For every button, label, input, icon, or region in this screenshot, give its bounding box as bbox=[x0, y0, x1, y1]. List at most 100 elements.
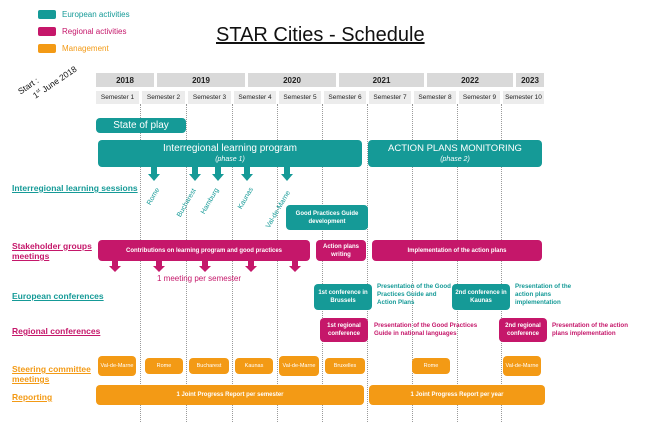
arrow-down-icon bbox=[241, 174, 253, 181]
steering-meeting: Val-de-Marne bbox=[279, 356, 319, 376]
legend-label-management: Management bbox=[62, 44, 109, 53]
year-2023: 2023 bbox=[516, 73, 544, 87]
steering-meeting: Val-de-Marne bbox=[503, 356, 541, 376]
arrow-down-icon bbox=[153, 266, 165, 272]
arrow-down-icon bbox=[289, 266, 301, 272]
divider bbox=[501, 104, 502, 422]
monitoring-phase: (phase 2) bbox=[440, 155, 470, 163]
state-of-play-bar: State of play bbox=[96, 118, 186, 133]
arrow-down-icon bbox=[215, 167, 221, 174]
learning-program-label: Interregional learning program bbox=[163, 142, 297, 154]
note-eu-2: Presentation of the action plans impleme… bbox=[515, 283, 572, 306]
steering-meeting-label: Bucharest bbox=[196, 363, 222, 369]
arrow-down-icon bbox=[112, 261, 118, 266]
year-2021: 2021 bbox=[339, 73, 424, 87]
semester-9: Semester 9 bbox=[459, 91, 500, 104]
arrow-down-icon bbox=[156, 261, 162, 266]
state-of-play-label: State of play bbox=[113, 120, 169, 131]
steering-meeting-label: Rome bbox=[423, 363, 439, 369]
monitoring-label: ACTION PLANS MONITORING bbox=[388, 142, 522, 154]
learning-program-phase: (phase 1) bbox=[215, 155, 245, 163]
arrow-down-icon bbox=[192, 167, 198, 174]
conference-kaunas-label: 2nd conference in Kaunas bbox=[455, 290, 507, 304]
gpg-development-bar: Good Practices Guide development bbox=[286, 205, 368, 230]
arrow-down-icon bbox=[281, 174, 293, 181]
report-per-year-bar: 1 Joint Progress Report per year bbox=[369, 385, 545, 405]
arrow-down-icon bbox=[212, 174, 224, 181]
semester-2: Semester 2 bbox=[142, 91, 185, 104]
row-label-stakeholder: Stakeholder groups meetings bbox=[12, 241, 92, 261]
divider bbox=[186, 104, 187, 422]
steering-meeting: Val-de-Marne bbox=[98, 356, 136, 376]
city-hamburg: Hamburg bbox=[200, 187, 221, 216]
steering-meeting: Rome bbox=[145, 358, 183, 374]
gpg-development-label: Good Practices Guide development bbox=[295, 210, 359, 225]
arrow-down-icon bbox=[202, 261, 208, 266]
divider bbox=[140, 104, 141, 422]
arrow-down-icon bbox=[199, 266, 211, 272]
conference-brussels: 1st conference in Brussels bbox=[314, 284, 372, 310]
page-title: STAR Cities - Schedule bbox=[216, 24, 425, 46]
row-label-regional: Regional conferences bbox=[12, 326, 101, 336]
legend-label-regional: Regional activities bbox=[62, 27, 127, 36]
semester-5: Semester 5 bbox=[279, 91, 321, 104]
steering-meeting: Bruxelles bbox=[325, 358, 365, 374]
contributions-bar: Contributions on learning program and go… bbox=[98, 240, 310, 261]
steering-meeting-label: Val-de-Marne bbox=[505, 362, 539, 369]
arrow-down-icon bbox=[244, 167, 250, 174]
semester-3: Semester 3 bbox=[188, 91, 231, 104]
conference-kaunas: 2nd conference in Kaunas bbox=[452, 284, 510, 310]
action-plans-writing-label: Action plans writing bbox=[322, 243, 359, 258]
note-eu-1: Presentation of the Good Practices Guide… bbox=[377, 283, 451, 306]
row-label-steering: Steering committee meetings bbox=[12, 364, 91, 384]
legend-swatch-regional bbox=[38, 27, 56, 36]
divider bbox=[322, 104, 323, 422]
steering-meeting-label: Kaunas bbox=[244, 363, 264, 369]
action-plans-writing-bar: Action plans writing bbox=[316, 240, 366, 261]
year-2019: 2019 bbox=[157, 73, 245, 87]
city-kaunas: Kaunas bbox=[237, 186, 255, 211]
row-label-reporting: Reporting bbox=[12, 392, 53, 402]
implementation-bar: Implementation of the action plans bbox=[372, 240, 542, 261]
steering-meeting: Kaunas bbox=[235, 358, 273, 374]
divider bbox=[457, 104, 458, 422]
note-regional-1: Presentation of the Good Practices Guide… bbox=[374, 322, 478, 337]
steering-meeting-label: Val-de-Marne bbox=[282, 362, 316, 369]
semester-1: Semester 1 bbox=[96, 91, 139, 104]
row-label-learning: Interregional learning sessions bbox=[12, 183, 138, 193]
arrow-down-icon bbox=[189, 174, 201, 181]
steering-meeting-label: Rome bbox=[156, 363, 172, 369]
monitoring-bar: ACTION PLANS MONITORING (phase 2) bbox=[368, 140, 542, 167]
steering-meeting: Bucharest bbox=[189, 358, 229, 374]
arrow-down-icon bbox=[292, 261, 298, 266]
divider bbox=[277, 104, 278, 422]
report-per-semester-bar: 1 Joint Progress Report per semester bbox=[96, 385, 364, 405]
steering-meeting-label: Val-de-Marne bbox=[100, 362, 134, 369]
arrow-down-icon bbox=[151, 167, 157, 174]
note-regional-2: Presentation of the action plans impleme… bbox=[552, 322, 628, 337]
semester-7: Semester 7 bbox=[369, 91, 411, 104]
report-per-semester-label: 1 Joint Progress Report per semester bbox=[176, 392, 284, 398]
regional-conference-1: 1st regional conference bbox=[320, 318, 368, 342]
meeting-note: 1 meeting per semester bbox=[157, 274, 242, 283]
semester-10: Semester 10 bbox=[503, 91, 544, 104]
steering-meeting: Rome bbox=[412, 358, 450, 374]
implementation-label: Implementation of the action plans bbox=[407, 247, 507, 254]
conference-brussels-label: 1st conference in Brussels bbox=[318, 290, 368, 304]
learning-program-bar: Interregional learning program (phase 1) bbox=[98, 140, 362, 167]
start-label: Start : 1st June 2018 bbox=[16, 54, 79, 106]
regional-conference-2-label: 2nd regional conference bbox=[505, 323, 541, 337]
regional-conference-1-label: 1st regional conference bbox=[327, 323, 361, 337]
row-label-european: European conferences bbox=[12, 291, 104, 301]
report-per-year-label: 1 Joint Progress Report per year bbox=[410, 392, 504, 398]
arrow-down-icon bbox=[109, 266, 121, 272]
semester-8: Semester 8 bbox=[414, 91, 456, 104]
divider bbox=[232, 104, 233, 422]
contributions-label: Contributions on learning program and go… bbox=[125, 247, 282, 254]
legend-swatch-management bbox=[38, 44, 56, 53]
arrow-down-icon bbox=[284, 167, 290, 174]
arrow-down-icon bbox=[248, 261, 254, 266]
arrow-down-icon bbox=[148, 174, 160, 181]
divider bbox=[412, 104, 413, 422]
divider bbox=[367, 104, 368, 422]
